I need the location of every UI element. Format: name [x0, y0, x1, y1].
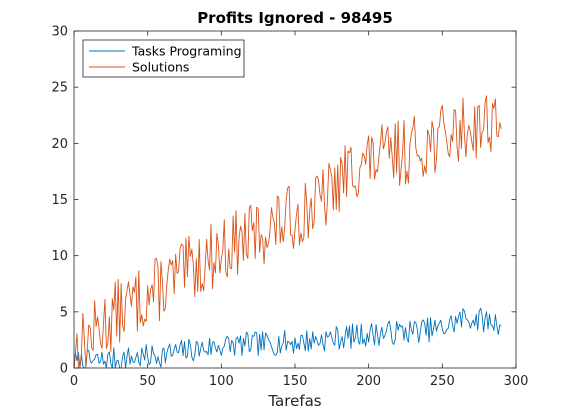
y-tick-label-6: 30 [51, 25, 68, 40]
y-tick-label-0: 0 [60, 362, 68, 377]
y-tick-label-4: 20 [51, 137, 68, 152]
chart-title: Profits Ignored - 98495 [197, 9, 393, 27]
axes-layer: 0 50 100 150 200 250 300 0 5 10 15 20 25 30 [51, 25, 528, 390]
y-tick-label-3: 15 [51, 193, 68, 208]
legend-label-1: Tasks Programing [131, 44, 242, 59]
series-line-2 [73, 95, 502, 369]
x-axis-label: Tarefas [267, 392, 321, 410]
x-tick-label-5: 250 [430, 374, 455, 389]
legend-label-2: Solutions [132, 60, 189, 75]
series-layer [73, 95, 502, 369]
y-tick-label-1: 5 [60, 305, 68, 320]
plot-area [74, 31, 516, 368]
x-tick-label-1: 50 [139, 374, 156, 389]
y-tick-label-2: 10 [51, 249, 68, 264]
x-tick-label-4: 200 [356, 374, 381, 389]
x-tick-label-3: 150 [283, 374, 308, 389]
legend-box [82, 39, 245, 78]
axes-background [74, 31, 516, 368]
x-tick-label-2: 100 [209, 374, 234, 389]
x-tick-label-0: 0 [70, 374, 78, 389]
series-line-1 [73, 307, 502, 369]
y-tick-label-5: 25 [51, 81, 68, 96]
x-tick-label-6: 300 [504, 374, 529, 389]
